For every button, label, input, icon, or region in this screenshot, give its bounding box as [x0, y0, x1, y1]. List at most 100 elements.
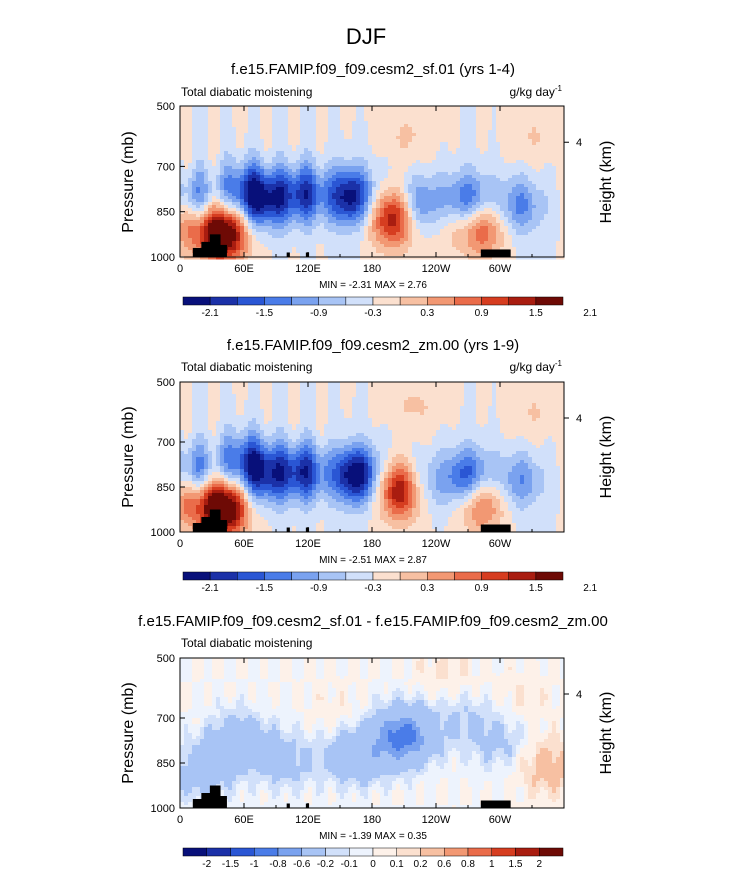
heatmap-cell: [312, 241, 317, 245]
heatmap-cell: [320, 166, 325, 170]
heatmap-cell: [372, 145, 377, 149]
heatmap-cell: [496, 256, 501, 260]
heatmap-cell: [416, 151, 421, 155]
heatmap-cell: [192, 223, 197, 227]
heatmap-cell: [376, 148, 381, 152]
heatmap-cell: [296, 190, 301, 194]
heatmap-cell: [520, 133, 525, 137]
heatmap-cell: [308, 247, 313, 251]
heatmap-cell: [472, 142, 477, 146]
heatmap-cell: [244, 163, 249, 167]
heatmap-cell: [448, 253, 453, 257]
panel-2: f.e15.FAMIP.f09_f09.cesm2_zm.00 (yrs 1-9…: [120, 337, 615, 594]
heatmap-cell: [484, 175, 489, 179]
heatmap-cell: [552, 142, 557, 146]
heatmap-cell: [548, 217, 553, 221]
heatmap-cell: [472, 109, 477, 113]
heatmap-cell: [240, 205, 245, 209]
heatmap-cell: [332, 229, 337, 233]
heatmap-cell: [540, 157, 545, 161]
heatmap-cell: [384, 142, 389, 146]
heatmap-cell: [432, 154, 437, 158]
heatmap-cell: [444, 160, 449, 164]
heatmap-cell: [400, 250, 405, 254]
heatmap-cell: [512, 154, 517, 158]
heatmap-cell: [224, 160, 229, 164]
heatmap-cell: [544, 142, 549, 146]
heatmap-cell: [188, 145, 193, 149]
heatmap-cell: [344, 142, 349, 146]
heatmap-cell: [464, 223, 469, 227]
heatmap-cell: [356, 196, 361, 200]
heatmap-cell: [376, 109, 381, 113]
heatmap-cell: [256, 250, 261, 254]
heatmap-cell: [252, 157, 257, 161]
heatmap-cell: [476, 178, 481, 182]
heatmap-cell: [524, 181, 529, 185]
heatmap-cell: [452, 220, 457, 224]
heatmap-cell: [532, 208, 537, 212]
heatmap-cell: [388, 121, 393, 125]
heatmap-cell: [420, 211, 425, 215]
heatmap-cell: [192, 124, 197, 128]
heatmap-cell: [524, 112, 529, 116]
heatmap-cell: [520, 247, 525, 251]
heatmap-cell: [252, 196, 257, 200]
heatmap-cell: [476, 169, 481, 173]
heatmap-cell: [320, 187, 325, 191]
heatmap-cell: [512, 172, 517, 176]
heatmap-cell: [284, 205, 289, 209]
heatmap-cell: [356, 124, 361, 128]
heatmap-cell: [384, 244, 389, 248]
heatmap-cell: [508, 145, 513, 149]
topography-block: [305, 252, 310, 257]
heatmap-cell: [484, 124, 489, 128]
heatmap-cell: [376, 184, 381, 188]
heatmap-cell: [332, 205, 337, 209]
heatmap-cell: [556, 253, 561, 257]
heatmap-cell: [440, 187, 445, 191]
heatmap-cell: [276, 175, 281, 179]
heatmap-cell: [244, 229, 249, 233]
heatmap-cell: [412, 148, 417, 152]
heatmap-cell: [356, 241, 361, 245]
heatmap-cell: [196, 205, 201, 209]
heatmap-cell: [308, 205, 313, 209]
heatmap-cell: [388, 163, 393, 167]
heatmap-cell: [188, 253, 193, 257]
heatmap-cell: [452, 106, 457, 110]
heatmap-cell: [376, 130, 381, 134]
heatmap-cell: [476, 196, 481, 200]
heatmap-cell: [404, 193, 409, 197]
heatmap-cell: [428, 175, 433, 179]
heatmap-cell: [284, 145, 289, 149]
heatmap-cell: [368, 211, 373, 215]
heatmap-cell: [180, 109, 185, 113]
heatmap-cell: [324, 205, 329, 209]
heatmap-cell: [296, 172, 301, 176]
heatmap-cell: [332, 190, 337, 194]
heatmap-cell: [420, 169, 425, 173]
heatmap-cell: [416, 175, 421, 179]
heatmap-cell: [448, 250, 453, 254]
heatmap-cell: [524, 211, 529, 215]
heatmap-cell: [356, 199, 361, 203]
heatmap-cell: [396, 163, 401, 167]
heatmap-cell: [276, 229, 281, 233]
heatmap-cell: [468, 136, 473, 140]
heatmap-cell: [528, 250, 533, 254]
heatmap-cell: [436, 169, 441, 173]
heatmap-cell: [532, 184, 537, 188]
heatmap-cell: [212, 157, 217, 161]
heatmap-cell: [504, 205, 509, 209]
heatmap-cell: [360, 166, 365, 170]
heatmap-cell: [204, 256, 209, 260]
heatmap-cell: [376, 154, 381, 158]
heatmap-cell: [228, 115, 233, 119]
heatmap-cell: [364, 130, 369, 134]
heatmap-cell: [408, 235, 413, 239]
heatmap-cell: [316, 217, 321, 221]
heatmap-cell: [224, 112, 229, 116]
heatmap-cell: [516, 133, 521, 137]
heatmap-cell: [380, 244, 385, 248]
